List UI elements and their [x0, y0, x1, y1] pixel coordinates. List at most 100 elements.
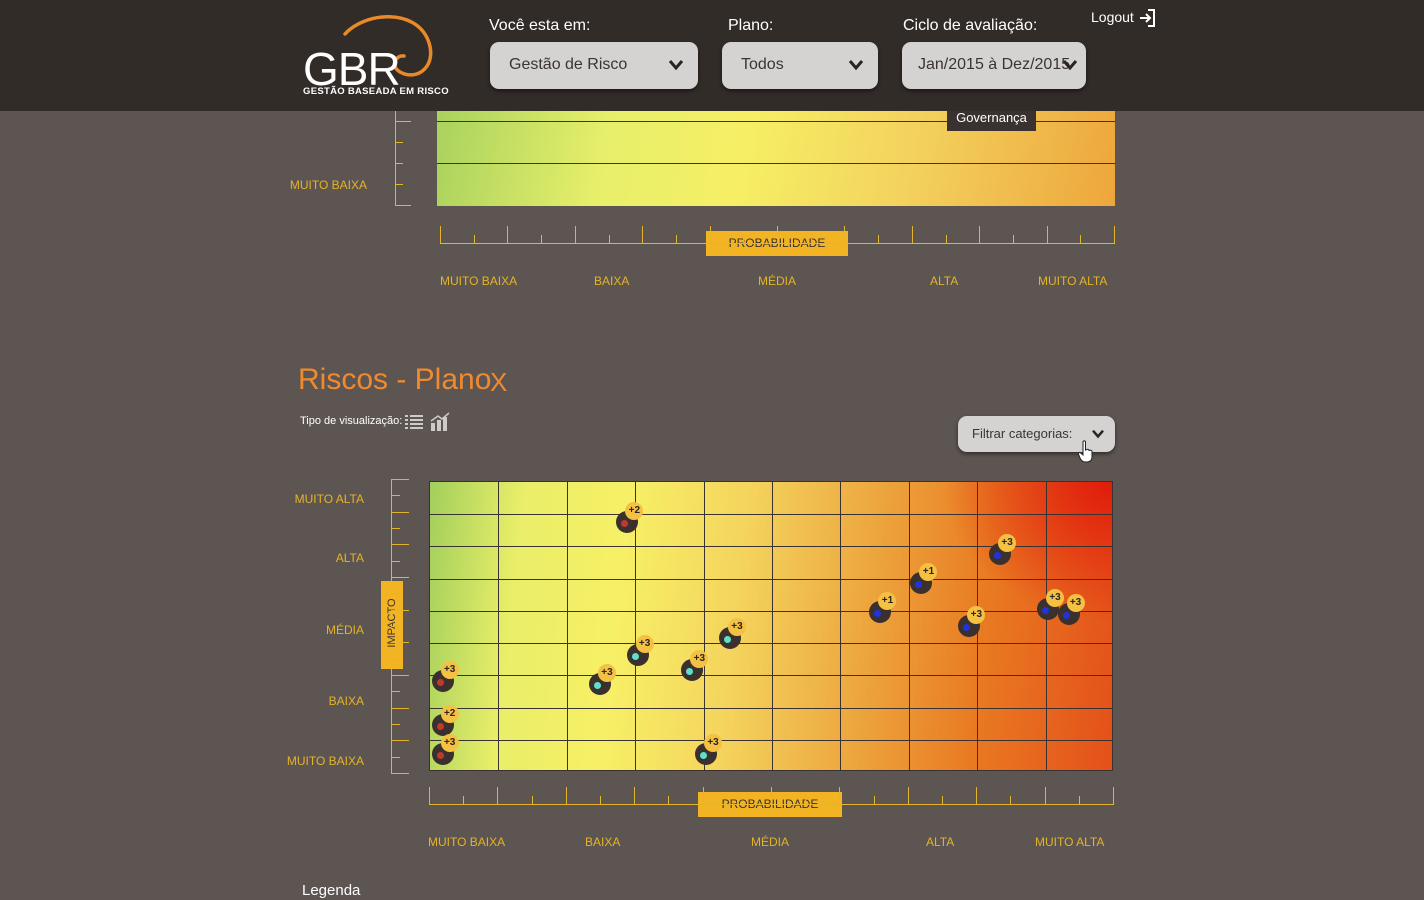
axis-tick — [391, 528, 400, 529]
prev-x-label: BAIXA — [594, 274, 630, 288]
risk-category-dot — [686, 667, 694, 675]
view-type-label: Tipo de visualização: — [300, 415, 403, 427]
risk-point[interactable]: +3 — [989, 533, 1017, 565]
axis-tick — [391, 691, 400, 693]
axis-tick — [391, 724, 400, 725]
risk-count-badge: +3 — [704, 733, 723, 752]
axis-tick — [391, 479, 409, 480]
axis-tick — [771, 787, 772, 805]
plan-dropdown[interactable]: Todos — [722, 42, 878, 89]
risk-point[interactable]: +3 — [431, 661, 459, 693]
y-label: MÉDIA — [325, 623, 364, 637]
plan-label: Plano: — [728, 17, 774, 34]
axis-tick — [810, 235, 812, 244]
risk-count-badge: +2 — [440, 704, 459, 723]
location-dropdown[interactable]: Gestão de Risco — [490, 42, 698, 89]
axis-tick — [976, 787, 978, 805]
axis-tick — [1080, 235, 1082, 244]
y-label: MUITO BAIXA — [286, 754, 364, 768]
axis-tick — [395, 121, 411, 122]
risk-matrix[interactable] — [429, 481, 1113, 771]
gbr-logo[interactable]: GBR GESTÃO BASEADA EM RISCO — [300, 10, 449, 100]
section-title: Riscos - Plano — [298, 363, 492, 396]
cycle-label: Ciclo de avaliação: — [903, 17, 1038, 34]
risk-point[interactable]: +3 — [626, 635, 654, 666]
axis-tick — [440, 226, 441, 244]
filter-label: Filtrar categorias: — [972, 426, 1073, 441]
axis-tick — [391, 626, 400, 627]
axis-tick — [395, 163, 403, 164]
axis-tick — [391, 495, 400, 497]
axis-tick — [463, 796, 465, 805]
axis-tick — [391, 675, 409, 676]
axis-tick — [391, 577, 409, 578]
axis-tick — [395, 142, 403, 143]
prev-x-label: MUITO BAIXA — [440, 274, 518, 288]
grid-line — [430, 739, 1112, 741]
grid-line — [437, 163, 1115, 164]
risk-count-badge: +3 — [440, 661, 459, 680]
axis-tick — [395, 184, 403, 185]
risk-point[interactable]: +3 — [958, 606, 986, 637]
risk-point[interactable]: +3 — [695, 733, 723, 765]
prev-y-axis — [395, 111, 396, 206]
chevron-down-icon — [848, 60, 864, 71]
close-section-button[interactable]: X — [490, 367, 508, 397]
risk-point[interactable]: +3 — [1057, 594, 1085, 626]
axis-tick — [873, 796, 875, 805]
grid-line — [635, 482, 637, 770]
risk-point[interactable]: +1 — [869, 591, 897, 623]
risk-count-badge: +3 — [1046, 588, 1065, 607]
cycle-dropdown[interactable]: Jan/2015 à Dez/2015 — [902, 42, 1086, 89]
grid-line — [772, 482, 773, 770]
axis-tick — [565, 787, 567, 805]
axis-tick — [839, 787, 841, 805]
chart-view-icon[interactable] — [430, 412, 450, 432]
risk-category-dot — [700, 751, 708, 759]
top-header: GBR GESTÃO BASEADA EM RISCO Você esta em… — [0, 0, 1424, 111]
grid-line — [498, 482, 500, 770]
axis-tick — [634, 787, 636, 805]
risk-point[interactable]: +3 — [1037, 588, 1065, 620]
axis-tick — [979, 226, 981, 244]
list-view-icon[interactable] — [405, 414, 423, 430]
x-label: MUITO BAIXA — [428, 835, 506, 849]
chevron-down-icon — [668, 60, 684, 71]
risk-count-badge: +3 — [690, 649, 709, 668]
grid-line — [566, 482, 568, 770]
cycle-value: Jan/2015 à Dez/2015 — [918, 56, 1071, 73]
y-label: MUITO ALTA — [294, 492, 364, 506]
risk-point[interactable]: +3 — [718, 617, 746, 649]
filter-categories-dropdown[interactable]: Filtrar categorias: — [958, 416, 1115, 452]
logo-text: GBR — [303, 43, 401, 95]
risk-point[interactable]: +3 — [431, 733, 459, 765]
axis-tick — [395, 205, 411, 206]
risk-count-badge: +3 — [727, 617, 746, 636]
risk-category-dot — [915, 580, 923, 588]
prev-x-label: MÉDIA — [758, 274, 797, 288]
risk-point[interactable]: +2 — [431, 704, 459, 736]
hand-cursor-icon — [1078, 440, 1093, 463]
logout-icon[interactable] — [1137, 8, 1157, 28]
risk-point[interactable]: +1 — [910, 562, 938, 594]
grid-line — [840, 482, 842, 770]
axis-tick — [391, 707, 409, 709]
risk-point[interactable]: +2 — [616, 501, 644, 533]
axis-tick — [1114, 226, 1115, 244]
governance-tag[interactable]: Governança — [947, 108, 1036, 131]
risk-count-badge: +2 — [625, 501, 644, 520]
chevron-down-icon — [1092, 429, 1104, 439]
axis-tick — [1113, 787, 1114, 805]
axis-tick — [777, 226, 778, 244]
grid-line — [430, 675, 1112, 677]
legend-title: Legenda — [302, 882, 361, 899]
axis-tick — [642, 226, 644, 244]
prev-x-label: ALTA — [930, 274, 959, 288]
risk-point[interactable]: +3 — [589, 664, 616, 695]
y-label: BAIXA — [328, 694, 364, 708]
logout-link[interactable]: Logout — [1091, 9, 1134, 25]
risk-category-dot — [631, 653, 639, 660]
grid-line — [1045, 482, 1047, 770]
risk-point[interactable]: +3 — [681, 649, 709, 681]
grid-line — [430, 514, 1112, 516]
